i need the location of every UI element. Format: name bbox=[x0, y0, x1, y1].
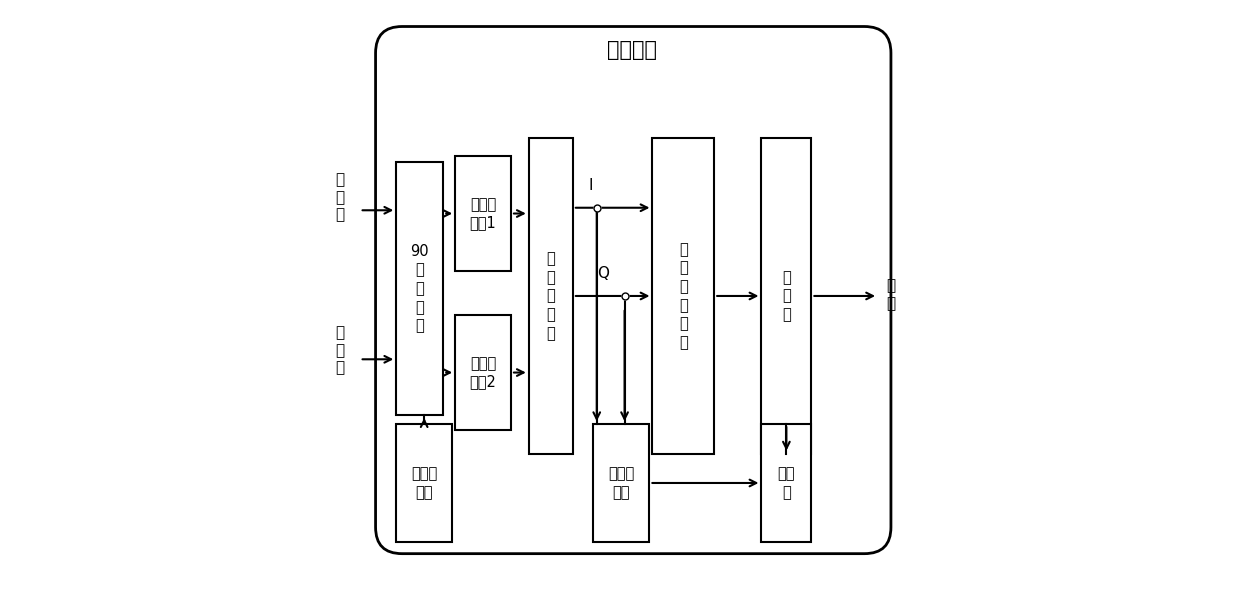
Text: 相位估
计器: 相位估 计器 bbox=[609, 466, 635, 500]
Text: I: I bbox=[588, 178, 593, 193]
Text: 平均
器: 平均 器 bbox=[777, 466, 795, 500]
FancyBboxPatch shape bbox=[455, 156, 511, 271]
Text: 信
号
光: 信 号 光 bbox=[336, 173, 345, 222]
FancyBboxPatch shape bbox=[455, 315, 511, 430]
Text: 光接收机: 光接收机 bbox=[606, 40, 657, 60]
Text: 平衡探
测器1: 平衡探 测器1 bbox=[470, 197, 496, 230]
Text: 90
度
混
频
器: 90 度 混 频 器 bbox=[410, 244, 429, 333]
FancyBboxPatch shape bbox=[397, 424, 453, 542]
FancyBboxPatch shape bbox=[528, 138, 573, 454]
FancyBboxPatch shape bbox=[761, 424, 811, 542]
FancyBboxPatch shape bbox=[397, 162, 444, 415]
Text: 数
据: 数 据 bbox=[887, 278, 895, 311]
Text: 相
位
计
算
模
块: 相 位 计 算 模 块 bbox=[680, 242, 688, 350]
Text: 解
码
器: 解 码 器 bbox=[782, 270, 791, 322]
FancyBboxPatch shape bbox=[761, 138, 811, 454]
FancyBboxPatch shape bbox=[376, 27, 890, 554]
FancyBboxPatch shape bbox=[594, 424, 650, 542]
Text: 平衡探
测器2: 平衡探 测器2 bbox=[470, 356, 496, 389]
Text: 压控振
荡器: 压控振 荡器 bbox=[410, 466, 438, 500]
Text: 模
数
转
换
器: 模 数 转 换 器 bbox=[547, 252, 556, 340]
FancyBboxPatch shape bbox=[652, 138, 714, 454]
Text: 本
振
光: 本 振 光 bbox=[336, 326, 345, 375]
Text: Q: Q bbox=[596, 266, 609, 282]
